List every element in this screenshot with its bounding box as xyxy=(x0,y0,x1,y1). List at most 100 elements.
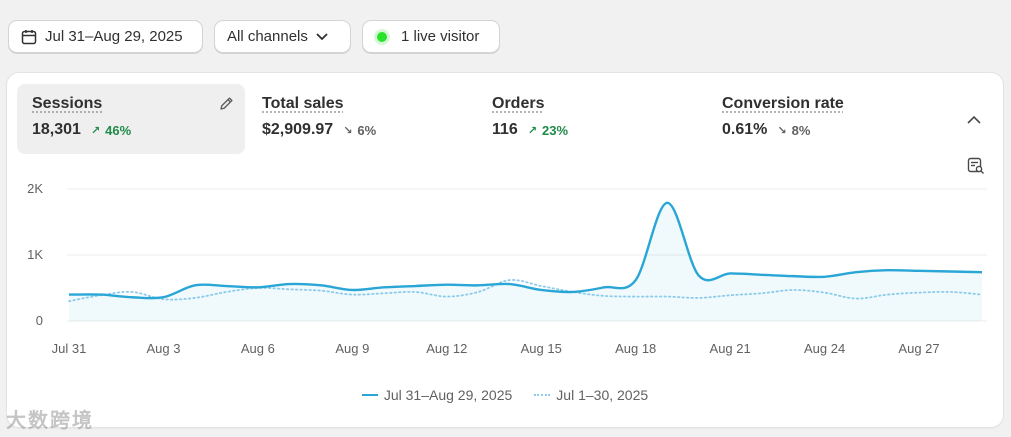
data-point-previous xyxy=(350,293,354,297)
x-tick-label: Aug 3 xyxy=(146,341,180,356)
watermark: 大数跨境 xyxy=(6,410,94,432)
data-point-previous xyxy=(224,290,228,294)
data-point-previous xyxy=(823,291,827,295)
chevron-up-icon[interactable] xyxy=(967,111,981,129)
arrow-up-right-icon: ↗ xyxy=(527,125,538,137)
data-point-previous xyxy=(476,290,480,294)
data-point-current xyxy=(634,278,638,282)
chevron-down-icon xyxy=(316,32,328,41)
data-point-previous xyxy=(382,291,386,295)
y-tick-label: 1K xyxy=(27,247,43,262)
data-point-current xyxy=(949,270,953,274)
data-point-current xyxy=(508,282,512,286)
live-visitor-button[interactable]: 1 live visitor xyxy=(362,20,500,53)
metric-label: Orders xyxy=(492,95,545,112)
chart-settings-icon[interactable] xyxy=(967,157,985,180)
data-point-previous xyxy=(319,289,323,293)
data-point-current xyxy=(224,284,228,288)
data-point-current xyxy=(791,274,795,278)
data-point-previous xyxy=(760,291,764,295)
data-point-current xyxy=(697,273,701,277)
solid-line-swatch xyxy=(361,394,378,396)
calendar-icon xyxy=(21,29,37,45)
metric-value: $2,909.97 xyxy=(262,121,334,138)
data-point-current xyxy=(665,201,669,205)
legend-item-previous[interactable]: Jul 1–30, 2025 xyxy=(534,387,648,403)
data-point-previous xyxy=(886,293,890,297)
x-tick-label: Aug 21 xyxy=(710,341,751,356)
data-point-previous xyxy=(665,295,669,299)
data-point-previous xyxy=(949,290,953,294)
metric-label: Conversion rate xyxy=(722,95,844,112)
data-point-previous xyxy=(634,295,638,299)
data-point-previous xyxy=(130,290,134,294)
metric-delta: ↘ 8% xyxy=(777,123,811,138)
metric-total-sales[interactable]: Total sales $2,909.97 ↘ 6% xyxy=(247,84,475,154)
metric-delta: ↗ 46% xyxy=(90,123,132,138)
data-point-previous xyxy=(413,290,417,294)
sessions-chart: 0 1K 2K Jul 31 Aug 3 Aug 6 Aug 9 Aug 12 Aug 15 Au… xyxy=(27,181,987,356)
arrow-up-right-icon: ↗ xyxy=(90,125,101,137)
x-tick-label: Aug 27 xyxy=(898,341,939,356)
x-tick-label: Aug 9 xyxy=(335,341,369,356)
series-line-previous xyxy=(68,279,983,303)
channels-dropdown[interactable]: All channels xyxy=(214,20,351,53)
data-point-previous xyxy=(287,287,291,291)
data-point-current xyxy=(476,283,480,287)
x-tick-label: Aug 12 xyxy=(426,341,467,356)
data-point-current xyxy=(728,271,732,275)
data-point-current xyxy=(193,283,197,287)
series-line-current xyxy=(68,201,983,300)
data-point-previous xyxy=(161,297,165,301)
data-point-current xyxy=(854,270,858,274)
data-point-current xyxy=(382,285,386,289)
metric-value: 116 xyxy=(492,121,518,138)
data-point-previous xyxy=(917,291,921,295)
chart-legend: Jul 31–Aug 29, 2025 Jul 1–30, 2025 xyxy=(7,387,1003,403)
data-point-current xyxy=(886,268,890,272)
metric-conversion-rate[interactable]: Conversion rate 0.61% ↘ 8% xyxy=(707,84,935,154)
data-point-previous xyxy=(256,286,260,290)
metric-delta: ↗ 23% xyxy=(527,123,569,138)
x-tick-label: Jul 31 xyxy=(52,341,87,356)
date-range-label: Jul 31–Aug 29, 2025 xyxy=(45,28,183,45)
arrow-down-right-icon: ↘ xyxy=(343,125,353,137)
data-point-current xyxy=(917,269,921,273)
live-visitor-label: 1 live visitor xyxy=(401,28,480,45)
data-point-previous xyxy=(508,278,512,282)
toolbar: Jul 31–Aug 29, 2025 All channels 1 live … xyxy=(8,20,500,53)
data-point-previous xyxy=(67,299,71,303)
data-point-previous xyxy=(697,296,701,300)
metric-label: Total sales xyxy=(262,95,344,112)
metric-sessions[interactable]: Sessions 18,301 ↗ 46% xyxy=(17,84,245,154)
data-point-previous xyxy=(791,288,795,292)
data-point-current xyxy=(130,295,134,299)
data-point-current xyxy=(602,285,606,289)
data-point-previous xyxy=(728,293,732,297)
arrow-down-right-icon: ↘ xyxy=(777,125,787,137)
x-tick-label: Aug 18 xyxy=(615,341,656,356)
pencil-icon[interactable] xyxy=(218,95,235,117)
data-point-previous xyxy=(571,290,575,294)
data-point-previous xyxy=(98,293,102,297)
live-status-dot xyxy=(377,31,387,42)
data-point-current xyxy=(287,282,291,286)
x-tick-label: Aug 6 xyxy=(241,341,275,356)
data-point-current xyxy=(67,293,71,297)
data-point-previous xyxy=(980,293,984,297)
metric-value: 0.61% xyxy=(722,121,768,138)
data-point-previous xyxy=(539,284,543,288)
dotted-line-swatch xyxy=(534,394,551,396)
data-point-previous xyxy=(602,294,606,298)
date-range-button[interactable]: Jul 31–Aug 29, 2025 xyxy=(8,20,203,53)
metric-value: 18,301 xyxy=(32,121,81,138)
metric-label: Sessions xyxy=(32,95,103,112)
data-point-current xyxy=(413,284,417,288)
metric-orders[interactable]: Orders 116 ↗ 23% xyxy=(477,84,705,154)
data-point-previous xyxy=(193,296,197,300)
y-tick-label: 0 xyxy=(36,313,43,328)
legend-item-current[interactable]: Jul 31–Aug 29, 2025 xyxy=(361,387,512,403)
data-point-current xyxy=(980,270,984,274)
y-tick-label: 2K xyxy=(27,181,43,196)
metric-delta: ↘ 6% xyxy=(343,123,377,138)
